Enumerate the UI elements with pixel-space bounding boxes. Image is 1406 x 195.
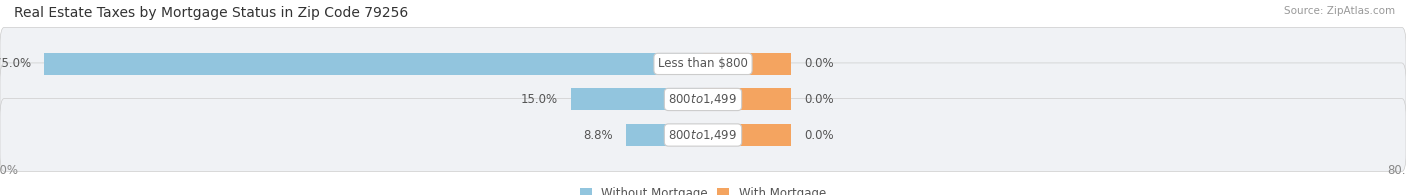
- Text: 0.0%: 0.0%: [804, 129, 834, 142]
- Bar: [703, 124, 790, 146]
- Text: $800 to $1,499: $800 to $1,499: [668, 92, 738, 106]
- Text: Source: ZipAtlas.com: Source: ZipAtlas.com: [1284, 6, 1395, 16]
- Bar: [703, 53, 790, 75]
- Text: Less than $800: Less than $800: [658, 57, 748, 70]
- Bar: [44, 53, 703, 75]
- Legend: Without Mortgage, With Mortgage: Without Mortgage, With Mortgage: [581, 187, 825, 195]
- FancyBboxPatch shape: [0, 98, 1406, 172]
- Text: $800 to $1,499: $800 to $1,499: [668, 128, 738, 142]
- Bar: [626, 124, 703, 146]
- Text: 0.0%: 0.0%: [804, 93, 834, 106]
- Text: 75.0%: 75.0%: [0, 57, 31, 70]
- FancyBboxPatch shape: [0, 63, 1406, 136]
- Text: 8.8%: 8.8%: [583, 129, 613, 142]
- Text: 0.0%: 0.0%: [804, 57, 834, 70]
- Bar: [571, 88, 703, 111]
- Text: 15.0%: 15.0%: [520, 93, 558, 106]
- Text: Real Estate Taxes by Mortgage Status in Zip Code 79256: Real Estate Taxes by Mortgage Status in …: [14, 6, 408, 20]
- FancyBboxPatch shape: [0, 27, 1406, 100]
- Bar: [703, 88, 790, 111]
